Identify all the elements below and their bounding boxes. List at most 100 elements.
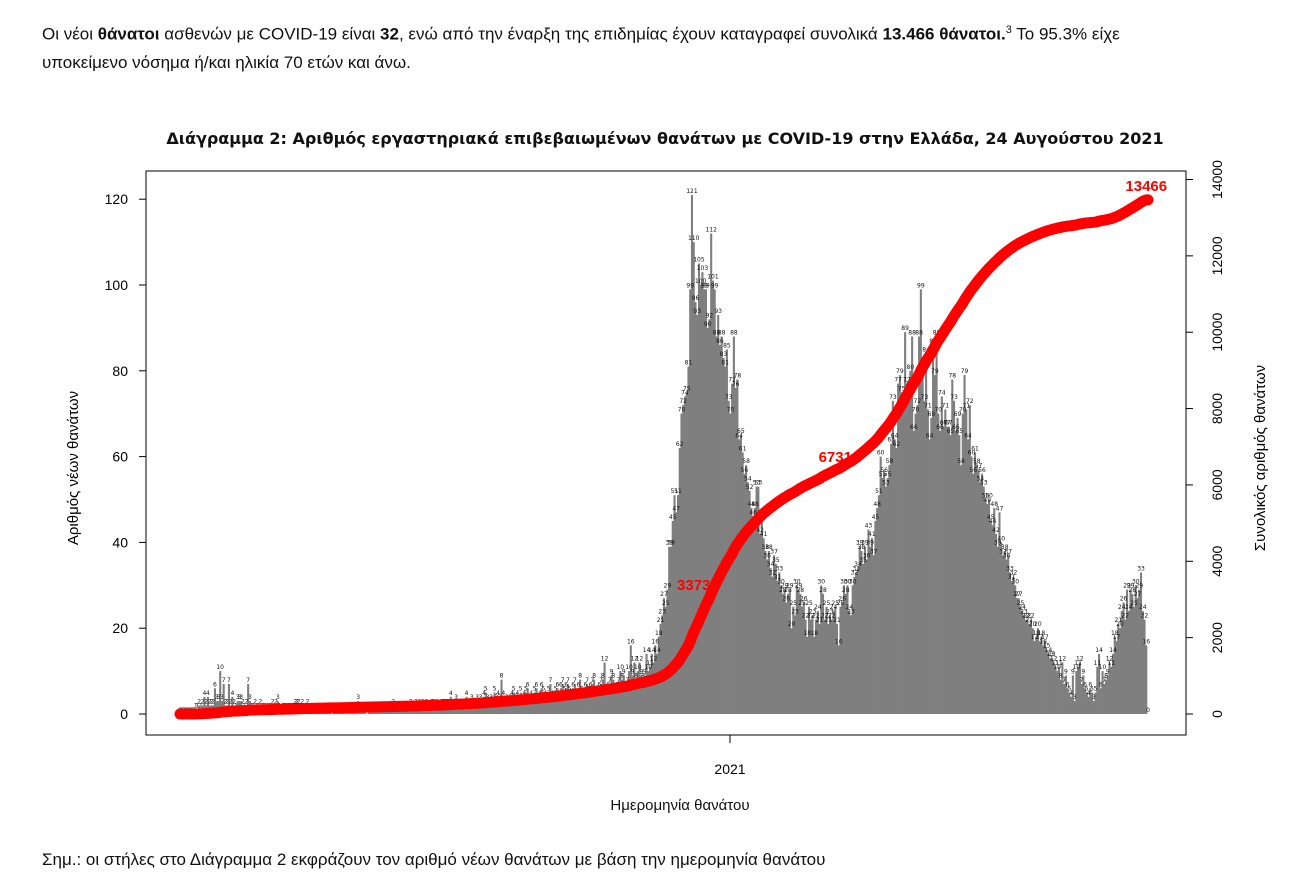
bar [799,593,802,714]
intro-paragraph: Οι νέοι θάνατοι ασθενών με COVID-19 είνα… [42,16,1304,77]
bar [1094,692,1097,714]
bar-data-label: 24 [814,604,822,611]
bar [591,683,594,714]
bar-data-label: 1 [194,703,198,710]
bar-data-label: 70 [959,407,967,414]
bar-data-label: 22 [1027,613,1035,620]
bar [1101,671,1104,714]
bar-data-label: 7 [573,677,577,684]
bar-data-label: 3 [217,694,221,701]
bar [678,448,681,714]
bar-data-label: 53 [755,480,763,487]
bar [807,606,811,714]
bar [682,405,685,714]
bar [965,409,968,714]
bar-data-label: 20 [1116,621,1124,628]
bar [614,692,617,714]
bar [973,452,977,714]
bar-data-label: 39 [866,540,874,547]
bar-data-label: 4 [203,690,207,697]
bar [1143,619,1146,714]
bar [1089,688,1092,714]
bar [773,555,776,714]
bar-data-label: 21 [824,617,832,624]
bar-data-label: 9 [610,668,614,675]
bar [839,606,842,714]
bar-data-label: 112 [705,227,717,234]
bar-data-label: 51 [875,488,883,495]
bar-data-label: 89 [901,325,909,332]
bar [203,696,206,714]
bar-data-label: 88 [730,329,738,336]
bar-data-label: 1 [199,703,203,710]
footnote-ref[interactable]: 3 [1005,24,1012,36]
bar-data-label: 121 [686,188,698,195]
bar [732,336,735,714]
bar-data-label: 99 [700,282,708,289]
bar [565,688,568,714]
bar-data-label: 38 [765,544,773,551]
bar [1120,611,1123,714]
bar-data-label: 9 [622,668,626,675]
bar-data-label: 6 [589,681,593,688]
bar-data-label: 12 [1050,656,1058,663]
bar [538,696,541,714]
bar-data-label: 54 [976,475,984,482]
bar [781,593,784,714]
bar [1075,671,1078,714]
bar-data-label: 2 [204,698,208,705]
y-tick-label: 120 [105,191,129,207]
bar-data-label: 30 [844,578,852,585]
bar [1057,666,1060,714]
bar-data-label: 5 [547,686,551,693]
bar [1061,662,1064,714]
bar-data-label: 70 [934,407,942,414]
bar [963,375,966,714]
bar-data-label: 29 [1127,583,1135,590]
bar [628,671,631,714]
bar-data-label: 58 [742,458,750,465]
bar [1015,598,1018,714]
bar [774,563,777,714]
bar-data-label: 3 [1092,694,1096,701]
bar [514,701,517,714]
bar-data-label: 25 [1017,600,1025,607]
bar [687,366,690,714]
bar [617,683,620,714]
bar [953,400,956,714]
bar-data-label: 37 [770,548,778,555]
bar-data-label: 42 [756,527,764,534]
bar [648,666,652,714]
bar-data-label: 4 [501,690,505,697]
bar [406,709,409,714]
bar [551,696,554,714]
bar [697,263,700,714]
bar [213,688,216,714]
bar-data-label: 56 [969,467,977,474]
bar-data-label: 83 [720,351,728,358]
bar-data-label: 14 [1045,647,1053,654]
bar-data-label: 7 [617,677,621,684]
bar-data-label: 58 [957,458,965,465]
bar [1087,696,1090,714]
bar [503,705,507,714]
bar-data-label: 14 [1095,647,1103,654]
bar [1084,688,1087,714]
bar-data-label: 6 [571,681,575,688]
bar-data-label: 10 [625,664,633,671]
bar [662,598,666,714]
bar [914,413,917,714]
y2-tick-label: 14000 [1209,160,1225,199]
bar [1064,675,1067,714]
bar-data-label: 10 [1099,664,1107,671]
bar [715,336,718,714]
bar-data-label: 6 [526,681,530,688]
bar [790,628,793,714]
bar-data-label: 25 [662,600,670,607]
bar-data-label: 22 [1141,613,1149,620]
bar [1099,688,1102,714]
bar [1096,666,1099,714]
bar-data-label: 29 [1135,583,1143,590]
bar [863,546,866,714]
bar [1110,666,1113,714]
